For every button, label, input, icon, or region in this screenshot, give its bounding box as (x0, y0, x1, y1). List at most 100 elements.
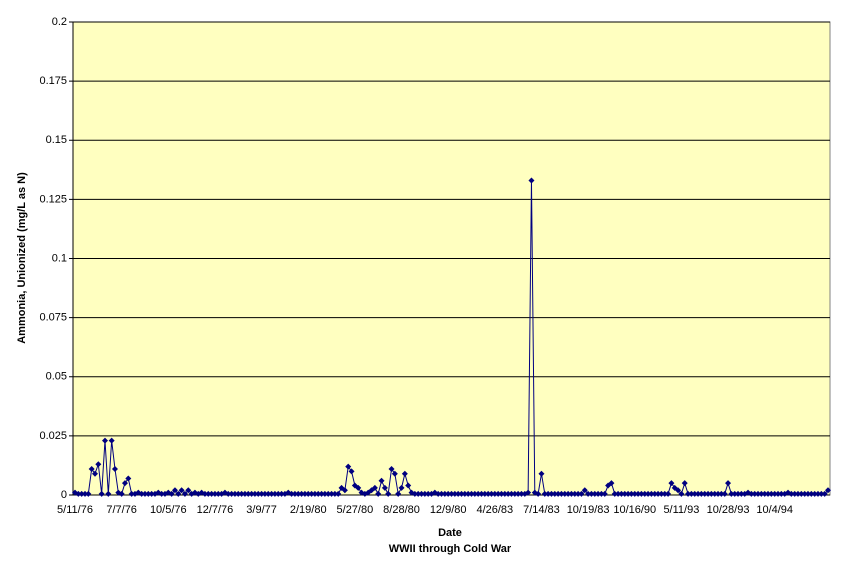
data-point (451, 490, 458, 497)
data-point (421, 490, 428, 497)
x-tick-label: 12/9/80 (430, 504, 467, 516)
data-point (801, 490, 808, 497)
data-point (498, 490, 505, 497)
data-point (485, 490, 492, 497)
data-point (91, 470, 98, 477)
data-point (118, 490, 125, 497)
data-point (641, 490, 648, 497)
data-point (331, 490, 338, 497)
data-point (438, 490, 445, 497)
data-point (578, 490, 585, 497)
data-point (571, 490, 578, 497)
data-point (608, 480, 615, 487)
data-point (418, 490, 425, 497)
data-point (638, 490, 645, 497)
y-tick-label: 0.125 (39, 193, 67, 205)
data-point (595, 490, 602, 497)
data-point (105, 490, 112, 497)
data-point (575, 490, 582, 497)
data-point (158, 490, 165, 497)
x-tick-label: 8/28/80 (383, 504, 420, 516)
data-point (261, 490, 268, 497)
data-point (181, 490, 188, 497)
data-point (768, 490, 775, 497)
data-point (348, 468, 355, 475)
data-point (441, 490, 448, 497)
data-point (75, 490, 82, 497)
data-point (588, 490, 595, 497)
x-tick-label: 5/27/80 (337, 504, 374, 516)
data-point (241, 490, 248, 497)
data-point (378, 477, 385, 484)
y-tick-label: 0 (61, 489, 67, 501)
data-point (248, 490, 255, 497)
data-point (601, 490, 608, 497)
data-point (511, 490, 518, 497)
data-point (725, 480, 732, 487)
data-point (508, 490, 515, 497)
data-point (101, 437, 108, 444)
data-point (311, 490, 318, 497)
y-tick-label: 0.025 (39, 430, 67, 442)
data-point (728, 490, 735, 497)
data-point (528, 177, 535, 184)
data-point (375, 490, 382, 497)
data-point (735, 490, 742, 497)
x-tick-label: 2/19/80 (290, 504, 327, 516)
data-point (141, 490, 148, 497)
data-point (655, 490, 662, 497)
data-point (771, 490, 778, 497)
data-point (788, 490, 795, 497)
data-point (815, 490, 822, 497)
data-point (648, 490, 655, 497)
data-point (558, 490, 565, 497)
data-point (631, 490, 638, 497)
data-point (458, 490, 465, 497)
data-point (635, 490, 642, 497)
data-point (808, 490, 815, 497)
data-point (481, 490, 488, 497)
data-point (565, 490, 572, 497)
data-point (821, 490, 828, 497)
data-point (761, 490, 768, 497)
data-point (765, 490, 772, 497)
data-point (121, 480, 128, 487)
x-tick-label: 7/7/76 (106, 504, 137, 516)
data-point (405, 482, 412, 489)
data-point (355, 484, 362, 491)
data-point (145, 490, 152, 497)
data-point (538, 470, 545, 477)
data-point (775, 490, 782, 497)
data-point (425, 490, 432, 497)
data-point (305, 490, 312, 497)
data-point (288, 490, 295, 497)
data-point (718, 490, 725, 497)
data-point (371, 484, 378, 491)
data-point (518, 490, 525, 497)
data-point (645, 490, 652, 497)
data-point (495, 490, 502, 497)
data-point (381, 484, 388, 491)
data-point (685, 490, 692, 497)
data-point (698, 490, 705, 497)
data-point (805, 490, 812, 497)
y-tick-label: 0.2 (52, 16, 67, 28)
data-point (548, 490, 555, 497)
data-point (95, 461, 102, 468)
data-point (825, 487, 831, 494)
data-point (561, 490, 568, 497)
data-point (108, 437, 115, 444)
data-point (341, 487, 348, 494)
data-point (401, 470, 408, 477)
data-point (415, 490, 422, 497)
data-point (721, 490, 728, 497)
data-point (701, 490, 708, 497)
data-point (568, 490, 575, 497)
data-point (708, 490, 715, 497)
data-point (325, 490, 332, 497)
data-point (461, 490, 468, 497)
x-tick-label: 10/4/94 (756, 504, 793, 516)
data-point (215, 490, 222, 497)
data-point (675, 487, 682, 494)
data-point (208, 490, 215, 497)
